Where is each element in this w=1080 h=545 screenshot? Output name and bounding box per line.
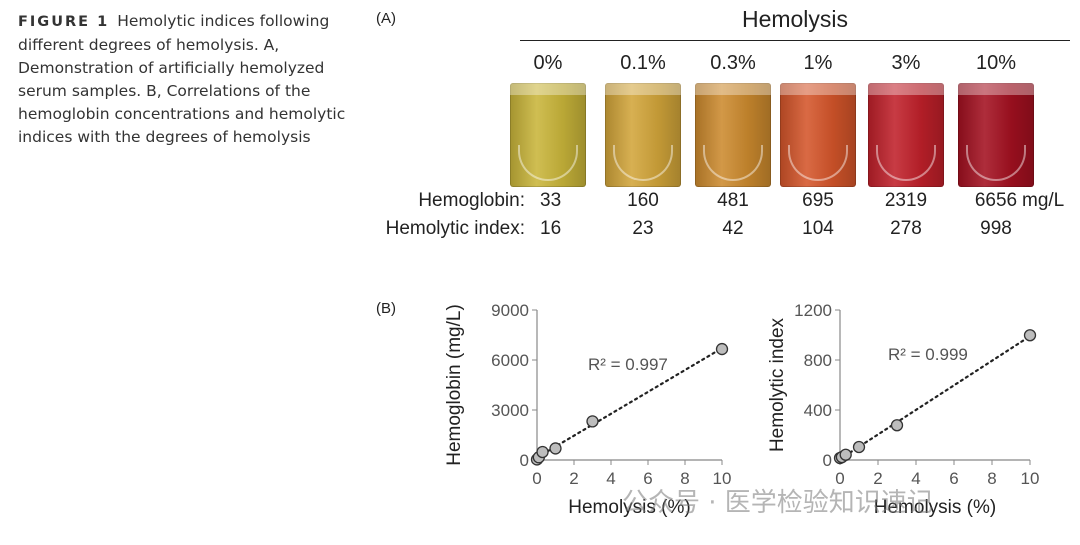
data-point	[890, 419, 904, 432]
hemolysis-percent-label: 0.3%	[710, 52, 756, 74]
r-squared-annotation: R² = 0.997	[588, 355, 668, 374]
y-tick-label: 0	[823, 451, 832, 470]
figure-caption: FIGURE 1 Hemolytic indices following diff…	[18, 10, 348, 149]
hemolytic-index-value: 16	[540, 218, 562, 239]
hemoglobin-value: 33	[540, 190, 562, 211]
hemolytic-index-value: 23	[632, 218, 654, 239]
hemoglobin-value: 6656	[974, 190, 1018, 211]
hemolysis-title: Hemolysis	[741, 6, 849, 32]
title-rule	[520, 40, 1070, 41]
hemoglobin-row-label: Hemoglobin:	[418, 190, 525, 211]
hemolysis-percent-label: 0%	[533, 52, 563, 74]
serum-tube-image	[958, 83, 1034, 187]
serum-tube-image	[780, 83, 856, 187]
hemolysis-percent-label: 3%	[891, 52, 921, 74]
y-tick-label: 3000	[491, 401, 529, 420]
y-tick-label: 9000	[491, 301, 529, 320]
hemoglobin-unit: mg/L	[1022, 190, 1065, 211]
panel-a-label: (A)	[376, 10, 396, 27]
x-tick-label: 6	[643, 469, 652, 488]
data-point	[852, 440, 866, 454]
y-axis-label: Hemolytic index	[767, 317, 788, 452]
panel-b-label: (B)	[376, 300, 396, 317]
y-tick-label: 0	[520, 451, 529, 470]
hemolysis-percent-label: 10%	[975, 52, 1017, 74]
serum-tube-image	[510, 83, 586, 187]
x-tick-label: 4	[911, 469, 920, 488]
hemolytic-index-value: 42	[722, 218, 744, 239]
r-squared-annotation: R² = 0.999	[888, 345, 968, 364]
hemoglobin-scatter-chart: 0 3000 6000 9000 0 2 4 6 8 10 R² = 0.997 Hemolysis …	[444, 301, 732, 518]
y-tick-label: 400	[804, 401, 832, 420]
y-tick-label: 800	[804, 351, 832, 370]
trendline	[535, 347, 724, 459]
hemoglobin-value: 160	[627, 190, 659, 211]
hemoglobin-value: 2319	[884, 190, 928, 211]
y-tick-label: 1200	[794, 301, 832, 320]
hemolytic-index-value: 104	[802, 218, 834, 239]
x-tick-label: 4	[606, 469, 615, 488]
data-point	[839, 448, 852, 461]
y-tick-label: 6000	[491, 351, 529, 370]
hemolysis-percent-label: 1%	[803, 52, 833, 74]
x-tick-label: 2	[569, 469, 578, 488]
data-point	[1023, 329, 1037, 342]
y-axis-label: Hemoglobin (mg/L)	[444, 304, 465, 466]
hemolytic-index-row-label: Hemolytic index:	[385, 218, 525, 239]
x-tick-label: 10	[1021, 469, 1040, 488]
hemolysis-percent-label: 0.1%	[620, 52, 666, 74]
hemolytic-index-value: 998	[980, 218, 1012, 239]
data-point	[536, 445, 549, 459]
data-point	[586, 415, 599, 428]
x-tick-label: 8	[987, 469, 996, 488]
x-axis-label: Hemolysis (%)	[874, 497, 996, 518]
data-point	[715, 342, 729, 356]
serum-tube-image	[695, 83, 771, 187]
x-tick-label: 6	[949, 469, 958, 488]
x-tick-label: 8	[680, 469, 689, 488]
watermark: 公众号 · 医学检验知识速记	[622, 488, 933, 518]
caption-text: Hemolytic indices following different de…	[18, 12, 346, 146]
hemoglobin-value: 695	[802, 190, 834, 211]
x-tick-label: 0	[532, 469, 541, 488]
x-tick-label: 10	[713, 469, 732, 488]
x-tick-label: 2	[873, 469, 882, 488]
serum-tube-image	[868, 83, 944, 187]
x-axis-label: Hemolysis (%)	[568, 497, 690, 518]
data-point	[549, 442, 562, 455]
trendline	[838, 335, 1032, 461]
serum-tube-image	[605, 83, 681, 187]
figure-label: FIGURE 1	[18, 14, 110, 30]
x-tick-label: 0	[835, 469, 844, 488]
hemoglobin-value: 481	[717, 190, 749, 211]
hemolytic-index-scatter-chart: 0 400 800 1200 0 2 4 6 8 10 R² = 0.999 Hemolysis (%…	[767, 301, 1040, 518]
hemolytic-index-value: 278	[890, 218, 922, 239]
